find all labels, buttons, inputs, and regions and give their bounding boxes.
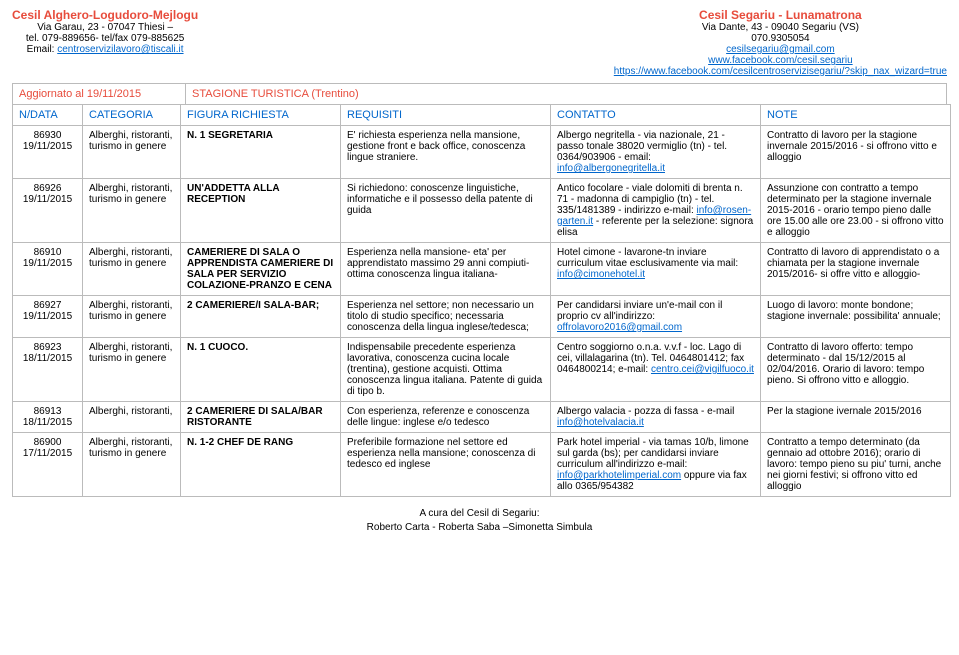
cell-id: 8692318/11/2015 [13, 338, 83, 402]
col-requisiti: REQUISITI [341, 105, 551, 126]
cell-requirements: Con esperienza, referenze e conoscenza d… [341, 402, 551, 433]
email-link-left[interactable]: centroservizilavoro@tiscali.it [57, 44, 183, 55]
cell-figure: N. 1 SEGRETARIA [181, 126, 341, 179]
update-date: Aggiornato al 19/11/2015 [13, 84, 186, 104]
footer-line-2: Roberto Carta - Roberta Saba –Simonetta … [12, 521, 947, 535]
cell-contact: Per candidarsi inviare un'e-mail con il … [551, 296, 761, 338]
update-row: Aggiornato al 19/11/2015 STAGIONE TURIST… [12, 83, 947, 104]
addr-line: Via Garau, 23 - 07047 Thiesi – [12, 22, 198, 33]
table-header-row: N/DATA CATEGORIA FIGURA RICHIESTA REQUIS… [13, 105, 951, 126]
email-label: Email: [27, 44, 58, 55]
cell-figure: N. 1 CUOCO. [181, 338, 341, 402]
section-title: STAGIONE TURISTICA (Trentino) [186, 84, 365, 104]
cell-requirements: Si richiedono: conoscenze linguistiche, … [341, 179, 551, 243]
cell-id: 8692719/11/2015 [13, 296, 83, 338]
tel-line: tel. 079-889656- tel/fax 079-885625 [12, 33, 198, 44]
org-title-right: Cesil Segariu - Lunamatrona [614, 8, 947, 22]
header-right: Cesil Segariu - Lunamatrona Via Dante, 4… [614, 8, 947, 77]
email-link-right[interactable]: cesilsegariu@gmail.com [726, 44, 835, 55]
cell-contact: Hotel cimone - lavarone-tn inviare curri… [551, 243, 761, 296]
contact-email-link[interactable]: info@parkhotelimperial.com [557, 470, 681, 481]
cell-contact: Antico focolare - viale dolomiti di bren… [551, 179, 761, 243]
cell-note: Per la stagione ivernale 2015/2016 [761, 402, 951, 433]
page: Cesil Alghero-Logudoro-Mejlogu Via Garau… [0, 0, 959, 540]
cell-contact: Centro soggiorno o.n.a. v.v.f - loc. Lag… [551, 338, 761, 402]
cell-figure: UN'ADDETTA ALLA RECEPTION [181, 179, 341, 243]
cell-category: Alberghi, ristoranti, turismo in genere [83, 296, 181, 338]
table-row: 8692719/11/2015Alberghi, ristoranti, tur… [13, 296, 951, 338]
footer: A cura del Cesil di Segariu: Roberto Car… [12, 507, 947, 534]
cell-category: Alberghi, ristoranti, turismo in genere [83, 433, 181, 497]
cell-requirements: Indispensabile precedente esperienza lav… [341, 338, 551, 402]
col-categoria: CATEGORIA [83, 105, 181, 126]
table-row: 8691318/11/2015Alberghi, ristoranti,2 CA… [13, 402, 951, 433]
org-title-left: Cesil Alghero-Logudoro-Mejlogu [12, 8, 198, 22]
cell-id: 8691019/11/2015 [13, 243, 83, 296]
footer-line-1: A cura del Cesil di Segariu: [12, 507, 947, 521]
cell-contact: Albergo valacia - pozza di fassa - e-mai… [551, 402, 761, 433]
cell-note: Contratto di lavoro per la stagione inve… [761, 126, 951, 179]
cell-note: Contratto a tempo determinato (da gennai… [761, 433, 951, 497]
cell-requirements: Esperienza nel settore; non necessario u… [341, 296, 551, 338]
cell-category: Alberghi, ristoranti, [83, 402, 181, 433]
contact-email-link[interactable]: centro.cei@vigilfuoco.it [651, 364, 754, 375]
header: Cesil Alghero-Logudoro-Mejlogu Via Garau… [12, 8, 947, 77]
contact-email-link[interactable]: info@hotelvalacia.it [557, 417, 644, 428]
table-body: 8693019/11/2015Alberghi, ristoranti, tur… [13, 126, 951, 497]
contact-email-link[interactable]: offrolavoro2016@gmail.com [557, 322, 682, 333]
cell-note: Assunzione con contratto a tempo determi… [761, 179, 951, 243]
tel-line: 070.9305054 [614, 33, 947, 44]
fb-link-2[interactable]: https://www.facebook.com/cesilcentroserv… [614, 66, 947, 77]
cell-category: Alberghi, ristoranti, turismo in genere [83, 126, 181, 179]
cell-figure: CAMERIERE DI SALA O APPRENDISTA CAMERIER… [181, 243, 341, 296]
cell-note: Contratto di lavoro di apprendistato o a… [761, 243, 951, 296]
col-figura: FIGURA RICHIESTA [181, 105, 341, 126]
table-row: 8690017/11/2015Alberghi, ristoranti, tur… [13, 433, 951, 497]
cell-contact: Albergo negritella - via nazionale, 21 -… [551, 126, 761, 179]
cell-note: Contratto di lavoro offerto: tempo deter… [761, 338, 951, 402]
col-contatto: CONTATTO [551, 105, 761, 126]
cell-id: 8690017/11/2015 [13, 433, 83, 497]
cell-id: 8691318/11/2015 [13, 402, 83, 433]
addr-line: Via Dante, 43 - 09040 Segariu (VS) [614, 22, 947, 33]
email-line: Email: centroservizilavoro@tiscali.it [12, 44, 198, 55]
col-ndata: N/DATA [13, 105, 83, 126]
table-row: 8693019/11/2015Alberghi, ristoranti, tur… [13, 126, 951, 179]
cell-category: Alberghi, ristoranti, turismo in genere [83, 179, 181, 243]
table-row: 8692318/11/2015Alberghi, ristoranti, tur… [13, 338, 951, 402]
cell-figure: 2 CAMERIERE DI SALA/BAR RISTORANTE [181, 402, 341, 433]
cell-figure: 2 CAMERIERE/I SALA-BAR; [181, 296, 341, 338]
jobs-table: N/DATA CATEGORIA FIGURA RICHIESTA REQUIS… [12, 104, 951, 497]
header-left: Cesil Alghero-Logudoro-Mejlogu Via Garau… [12, 8, 198, 77]
table-row: 8692619/11/2015Alberghi, ristoranti, tur… [13, 179, 951, 243]
cell-id: 8692619/11/2015 [13, 179, 83, 243]
cell-requirements: Esperienza nella mansione- eta' per appr… [341, 243, 551, 296]
contact-email-link[interactable]: info@albergonegritella.it [557, 163, 665, 174]
fb-link-1[interactable]: www.facebook.com/cesil.segariu [708, 55, 853, 66]
cell-note: Luogo di lavoro: monte bondone; stagione… [761, 296, 951, 338]
cell-category: Alberghi, ristoranti, turismo in genere [83, 243, 181, 296]
cell-id: 8693019/11/2015 [13, 126, 83, 179]
cell-requirements: Preferibile formazione nel settore ed es… [341, 433, 551, 497]
cell-figure: N. 1-2 CHEF DE RANG [181, 433, 341, 497]
cell-contact: Park hotel imperial - via tamas 10/b, li… [551, 433, 761, 497]
cell-category: Alberghi, ristoranti, turismo in genere [83, 338, 181, 402]
contact-email-link[interactable]: info@cimonehotel.it [557, 269, 645, 280]
table-row: 8691019/11/2015Alberghi, ristoranti, tur… [13, 243, 951, 296]
col-note: NOTE [761, 105, 951, 126]
cell-requirements: E' richiesta esperienza nella mansione, … [341, 126, 551, 179]
